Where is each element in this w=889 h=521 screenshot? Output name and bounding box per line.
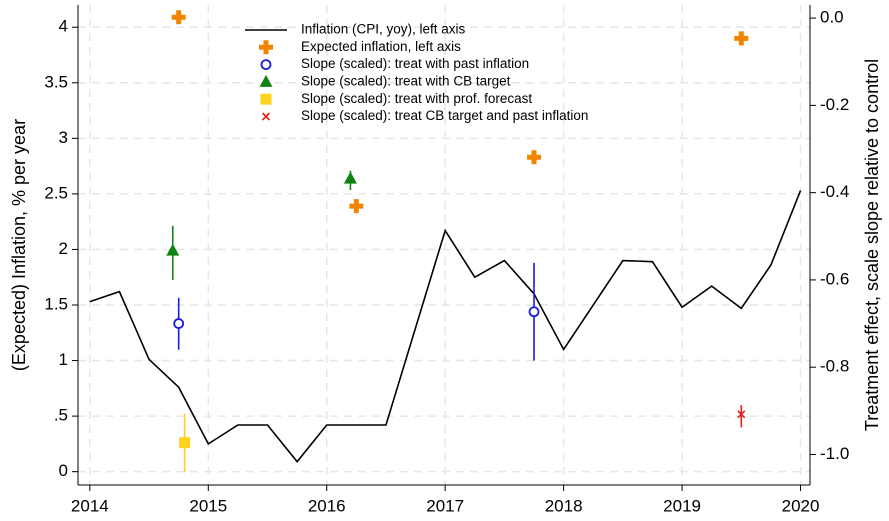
- marker: [173, 318, 185, 329]
- legend-label: Inflation (CPI, yoy), left axis: [301, 22, 466, 37]
- marker: [349, 199, 364, 214]
- x-tick-label: 2017: [426, 496, 464, 515]
- legend-swatch: [260, 93, 272, 105]
- x-tick-label: 2016: [308, 496, 346, 515]
- y-tick-label: .5: [54, 406, 68, 425]
- y-tick-label: 2: [59, 239, 68, 258]
- marker: [737, 410, 746, 419]
- y2-axis-label: Treatment effect, scale slope relative t…: [862, 59, 882, 431]
- x-tick-label: 2014: [71, 496, 109, 515]
- legend-label: Slope (scaled): treat with CB target: [301, 73, 511, 88]
- marker: [527, 150, 542, 165]
- legend-label: Slope (scaled): treat with past inflatio…: [301, 56, 529, 71]
- y-axis-label: (Expected) Inflation, % per year: [9, 119, 29, 371]
- y-tick-label: 1.5: [44, 294, 68, 313]
- line: [89, 190, 802, 463]
- y2-tick-label: -0.6: [820, 269, 849, 288]
- y2-tick-label: -0.8: [820, 357, 849, 376]
- legend-swatch: [259, 40, 273, 55]
- y-tick-label: 4: [59, 17, 68, 36]
- legend-swatch: [260, 59, 272, 70]
- y-tick-label: 3: [59, 128, 68, 147]
- legend-label: Slope (scaled): treat with prof. forecas…: [301, 91, 532, 106]
- marker: [343, 171, 357, 184]
- marker: [171, 10, 186, 25]
- y2-tick-label: -1.0: [820, 444, 849, 463]
- legend-label: Slope (scaled): treat CB target and past…: [301, 108, 588, 123]
- y2-tick-label: 0.0: [820, 8, 844, 27]
- y-tick-label: 0: [59, 461, 68, 480]
- x-tick-label: 2020: [782, 496, 820, 515]
- y-tick-label: 1: [59, 350, 68, 369]
- marker: [528, 306, 540, 318]
- y2-tick-label: -0.2: [820, 95, 849, 114]
- marker: [179, 437, 191, 449]
- y-tick-label: 3.5: [44, 72, 68, 91]
- legend: Inflation (CPI, yoy), left axis Expected …: [245, 22, 588, 123]
- y2-tick-label: -0.4: [820, 182, 849, 201]
- legend-label: Expected inflation, left axis: [301, 39, 461, 54]
- x-tick-label: 2018: [545, 496, 583, 515]
- legend-swatch: [259, 74, 273, 87]
- x-tick-label: 2019: [663, 496, 701, 515]
- y-tick-label: 2.5: [44, 183, 68, 202]
- marker: [166, 243, 180, 256]
- x-tick-label: 2015: [189, 496, 227, 515]
- legend-swatch: [261, 112, 271, 121]
- marker: [734, 31, 749, 46]
